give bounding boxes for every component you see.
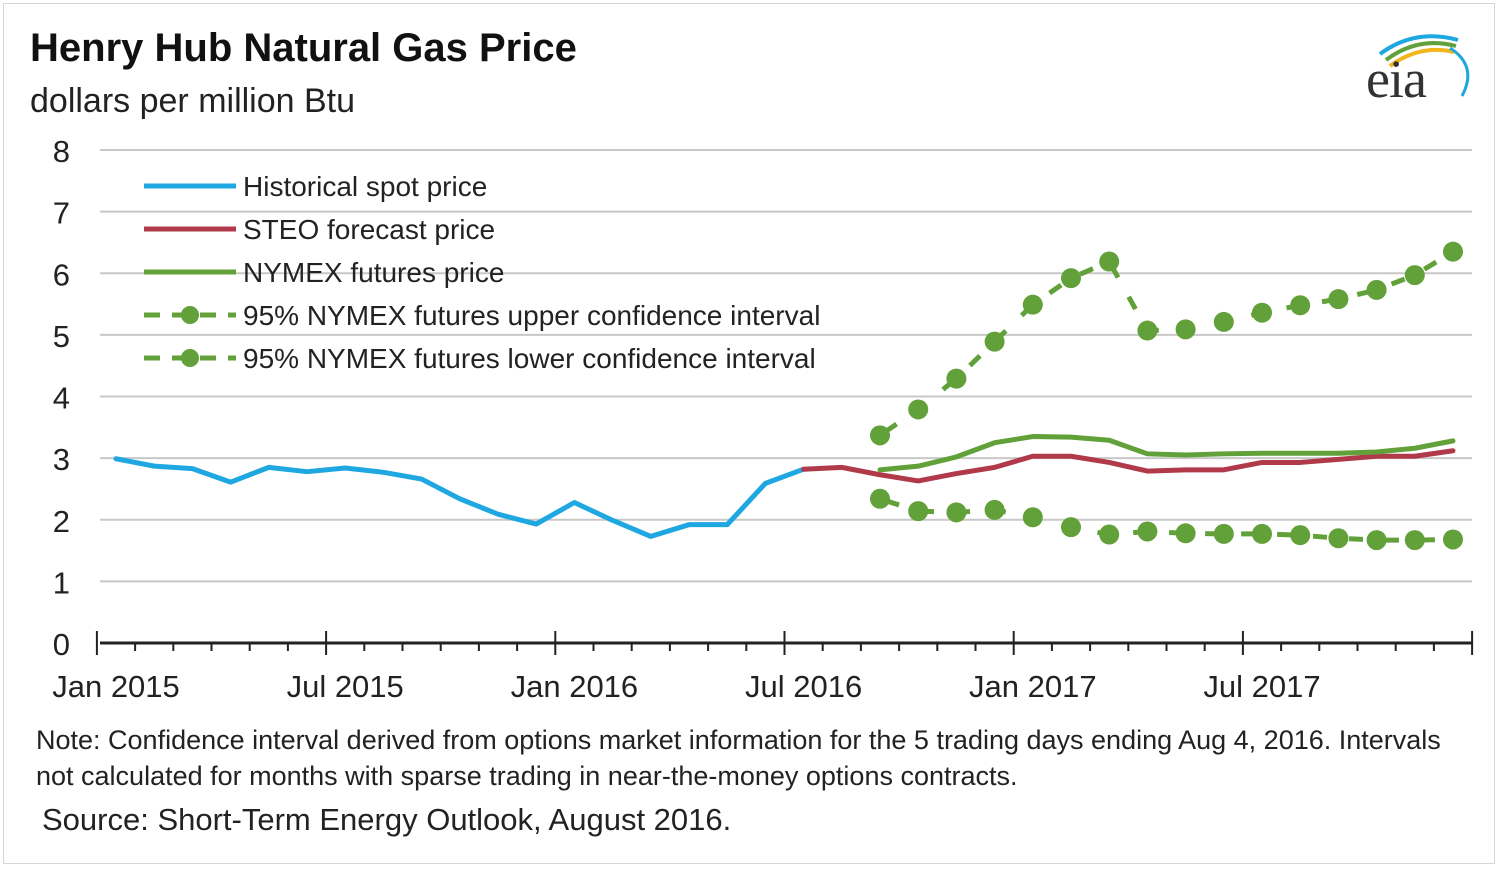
series-point: [1175, 319, 1196, 340]
series-point: [1099, 251, 1120, 272]
series-line-2: [877, 434, 1456, 473]
series-point: [1328, 289, 1349, 310]
series-point: [1061, 517, 1081, 538]
y-tick-label: 7: [53, 196, 70, 231]
series-point: [1443, 241, 1463, 262]
series-point: [1137, 521, 1158, 542]
y-tick-label: 1: [53, 565, 70, 600]
series-point: [1213, 311, 1234, 332]
y-tick-label: 0: [53, 627, 70, 662]
series-point: [1137, 320, 1158, 341]
y-axis-tick-labels: 0 1 2 3 4 5 6 7 8: [53, 134, 70, 662]
series-point: [1404, 265, 1425, 286]
legend-label: NYMEX futures price: [243, 257, 504, 288]
series-point: [908, 399, 929, 420]
x-axis: Jan 2015 Jul 2015 Jan 2016 Jul 2016 Jan 2017…: [52, 631, 1474, 704]
series-point: [1099, 524, 1120, 545]
series-point: [1443, 529, 1463, 550]
series-point: [908, 501, 929, 522]
y-tick-label: 2: [53, 504, 70, 539]
legend-label: 95% NYMEX futures upper confidence inter…: [243, 300, 820, 331]
x-tick-label: Jul 2016: [745, 669, 862, 704]
legend-label: 95% NYMEX futures lower confidence inter…: [243, 343, 816, 374]
series-point: [1213, 523, 1234, 544]
series-point: [984, 499, 1005, 520]
series-line-1: [801, 448, 1456, 484]
legend-label: Historical spot price: [243, 171, 487, 202]
chart-subtitle: dollars per million Btu: [30, 82, 356, 120]
x-tick-label: Jan 2015: [52, 669, 180, 704]
series-lines: [113, 241, 1463, 551]
series-point: [1366, 279, 1387, 300]
series-point: [1404, 530, 1425, 551]
x-tick-label: Jul 2017: [1203, 669, 1320, 704]
y-tick-label: 8: [53, 134, 70, 169]
series-point: [870, 425, 890, 446]
series-point: [946, 502, 967, 523]
chart-title: Henry Hub Natural Gas Price: [30, 26, 577, 70]
legend-marker: [181, 306, 199, 324]
legend: Historical spot price STEO forecast price…: [144, 171, 820, 374]
series-line-0: [113, 456, 807, 539]
eia-logo-text: eia: [1366, 49, 1427, 109]
series-point: [1290, 525, 1311, 546]
series-point: [1252, 302, 1272, 323]
chart-frame: [3, 3, 1495, 864]
series-point: [1061, 268, 1081, 289]
series-point: [946, 368, 967, 389]
series-line-4: [879, 496, 1454, 543]
series-point: [1290, 295, 1311, 316]
series-point: [1328, 528, 1349, 549]
series-line-3: [878, 249, 1455, 438]
x-tick-label: Jan 2016: [511, 669, 639, 704]
series-point: [1022, 507, 1043, 528]
eia-logo-swoosh-icon: [1378, 34, 1470, 97]
gridlines: [100, 149, 1472, 583]
y-tick-label: 6: [53, 257, 70, 292]
y-tick-label: 5: [53, 319, 70, 354]
chart-note: Note: Confidence interval derived from o…: [36, 725, 1441, 791]
x-tick-label: Jul 2015: [287, 669, 404, 704]
series-point: [984, 331, 1005, 352]
x-tick-label: Jan 2017: [969, 669, 1097, 704]
chart-source: Source: Short-Term Energy Outlook, Augus…: [42, 802, 732, 837]
y-tick-label: 3: [53, 442, 70, 477]
series-point: [870, 488, 890, 509]
line-chart: 0 1 2 3 4 5 6 7 8 Jan 2015 Jul 2015 Jan 2016 Jul 20…: [52, 134, 1474, 704]
y-tick-label: 4: [53, 381, 70, 416]
series-point: [1252, 523, 1272, 544]
series-point: [1022, 294, 1043, 315]
series-point: [1366, 530, 1387, 551]
legend-label: STEO forecast price: [243, 214, 495, 245]
series-point: [1175, 523, 1196, 544]
legend-marker: [181, 349, 199, 367]
